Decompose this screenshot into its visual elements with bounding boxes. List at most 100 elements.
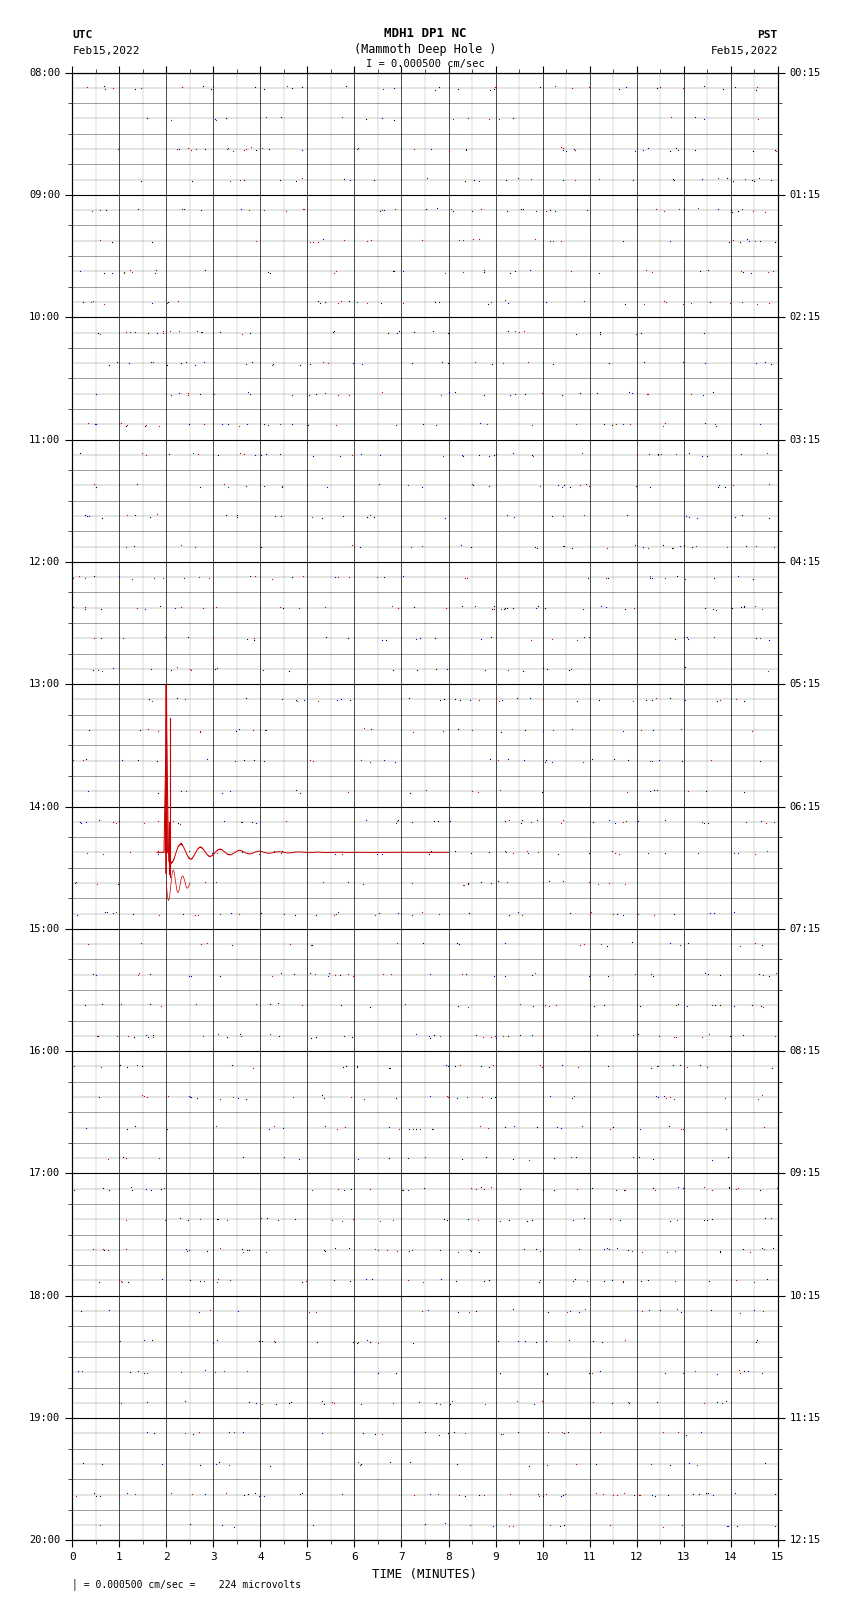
Point [648,902,661,927]
Point [137,1082,150,1108]
Point [745,260,758,286]
Point [488,597,502,623]
Point [678,687,692,713]
Point [124,1174,138,1200]
Point [656,532,670,558]
Point [572,1300,586,1326]
Point [307,1513,320,1539]
Point [484,871,497,897]
Point [328,963,342,989]
Point [593,319,607,345]
Point [343,168,356,194]
Point [386,258,400,284]
Point [616,718,630,744]
Point [364,1329,377,1355]
Point [139,1084,153,1110]
Point [696,382,710,408]
Point [78,502,92,527]
Point [688,103,702,129]
Point [189,135,202,161]
Point [524,627,538,653]
Point [501,656,514,682]
Point [184,137,198,163]
Point [136,440,150,466]
Point [256,135,269,161]
Point [150,258,163,284]
Point [258,440,272,466]
Point [529,1329,542,1355]
Point [72,563,86,589]
Point [206,1331,219,1357]
Point [211,442,224,468]
Point [111,563,125,589]
Point [265,566,279,592]
Point [565,76,579,102]
Point [173,381,186,406]
Point [325,1207,338,1232]
Point [577,289,591,315]
Point [736,1023,750,1048]
Point [640,381,654,406]
Point [446,198,460,224]
Point [742,227,756,253]
Point [546,626,559,652]
Point [502,1513,516,1539]
Point [698,595,711,621]
Point [497,597,511,623]
Point [490,74,503,100]
Point [567,1082,581,1108]
Point [376,105,389,131]
Point [275,503,288,529]
Point [630,473,643,498]
Point [583,902,597,927]
Point [542,868,556,894]
Point [506,440,519,466]
Point [300,411,314,437]
Point [151,840,165,866]
Point [670,1207,683,1232]
Point [711,195,725,221]
Point [205,840,218,866]
Point [459,961,473,987]
Point [475,1084,489,1110]
Point [524,256,537,282]
Point [570,627,584,653]
Point [552,842,565,868]
Point [145,1023,159,1048]
Point [546,718,559,744]
Point [130,471,144,497]
Point [240,1237,253,1263]
Point [311,689,325,715]
Point [586,1327,599,1353]
Point [337,166,351,192]
Point [392,318,405,344]
Point [227,137,241,163]
Point [276,1116,290,1142]
Point [196,74,209,100]
Point [433,289,446,315]
Point [639,256,653,282]
Point [771,1174,785,1200]
Point [577,624,591,650]
Point [91,656,105,682]
Point [700,444,714,469]
Point [711,1361,724,1387]
Point [746,566,760,592]
Point [552,1513,566,1539]
Point [499,808,513,834]
Point [617,1176,631,1202]
Point [156,321,170,347]
Point [178,1421,192,1447]
Point [456,1147,469,1173]
Point [748,842,762,868]
Point [240,135,253,161]
Point [365,716,378,742]
Point [753,1177,767,1203]
Point [710,1389,723,1415]
Point [532,1269,546,1295]
Point [286,76,299,102]
Point [146,350,160,376]
Point [338,1115,352,1140]
Point [346,442,360,468]
Point [405,534,418,560]
